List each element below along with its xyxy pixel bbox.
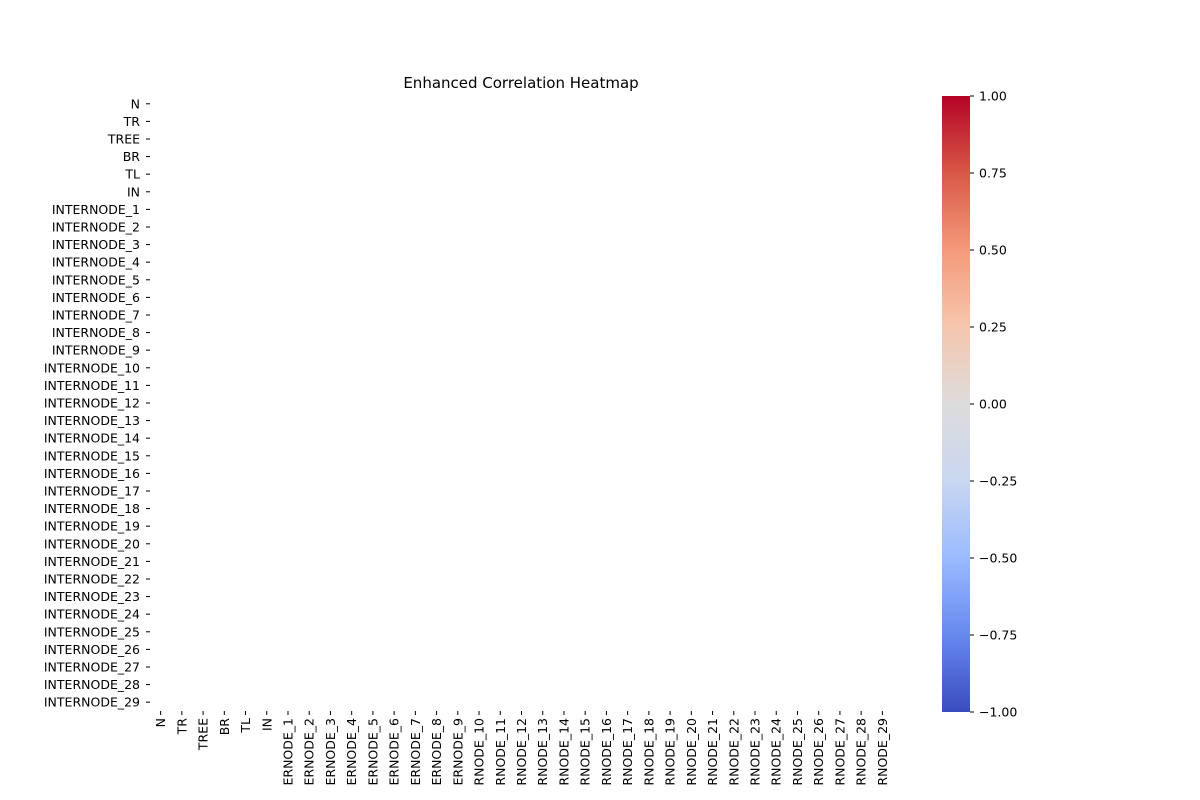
column-label: RNODE_21 <box>705 718 720 786</box>
row-label: INTERNODE_10 <box>44 360 140 375</box>
row-label: INTERNODE_26 <box>44 642 140 657</box>
row-label: INTERNODE_2 <box>52 220 140 235</box>
row-label: TL <box>124 167 140 182</box>
column-label: RNODE_17 <box>620 718 635 786</box>
column-label: RNODE_24 <box>769 718 784 786</box>
colorbar-tick-label: 0.75 <box>979 166 1007 181</box>
column-label: RNODE_15 <box>578 718 593 786</box>
column-label: RNODE_23 <box>748 718 763 786</box>
column-label: RNODE_18 <box>641 718 656 786</box>
column-label: RNODE_10 <box>472 718 487 786</box>
row-label: INTERNODE_22 <box>44 572 140 587</box>
colorbar-tick-label: 0.00 <box>979 397 1007 412</box>
column-labels: N TR TREE BR TL IN ERNODE_1 ERNODE_2 ERNODE_3 ERN… <box>153 711 890 786</box>
row-label: INTERNODE_5 <box>52 272 140 287</box>
column-label: IN <box>259 718 274 731</box>
row-label: INTERNODE_13 <box>44 413 140 428</box>
column-label: ERNODE_3 <box>323 718 338 786</box>
row-labels: N TR TREE BR TL IN INTERNODE_1 INTERNODE_2 INTER… <box>44 96 150 710</box>
colorbar-tick-label: −0.75 <box>979 628 1017 643</box>
column-label: ERNODE_2 <box>302 718 317 786</box>
row-label: INTERNODE_21 <box>44 554 140 569</box>
column-label: RNODE_25 <box>790 718 805 786</box>
column-label: ERNODE_4 <box>344 718 359 786</box>
row-label: INTERNODE_29 <box>44 695 140 710</box>
column-label: BR <box>217 718 232 736</box>
row-label: BR <box>123 149 141 164</box>
colorbar-tick-label: −0.50 <box>979 551 1017 566</box>
row-label: N <box>131 96 140 111</box>
column-label: RNODE_22 <box>726 718 741 786</box>
colorbar-gradient <box>942 96 970 712</box>
column-label: TL <box>238 718 253 734</box>
row-label: INTERNODE_28 <box>44 677 140 692</box>
row-label: INTERNODE_27 <box>44 660 140 675</box>
row-label: INTERNODE_1 <box>52 202 140 217</box>
row-label: IN <box>127 184 140 199</box>
row-label: INTERNODE_9 <box>52 343 140 358</box>
column-label: RNODE_16 <box>599 718 614 786</box>
column-label: RNODE_12 <box>514 718 529 786</box>
row-label: INTERNODE_25 <box>44 624 140 639</box>
row-label: INTERNODE_3 <box>52 237 140 252</box>
row-label: INTERNODE_16 <box>44 466 140 481</box>
colorbar-tick-label: 0.50 <box>979 243 1007 258</box>
row-label: INTERNODE_12 <box>44 396 140 411</box>
column-label: RNODE_13 <box>535 718 550 786</box>
column-label: TR <box>174 718 189 736</box>
column-label: RNODE_20 <box>684 718 699 786</box>
column-label: ERNODE_8 <box>429 718 444 786</box>
row-label: INTERNODE_6 <box>52 290 140 305</box>
row-label: INTERNODE_18 <box>44 501 140 516</box>
row-label: INTERNODE_8 <box>52 325 140 340</box>
column-label: ERNODE_5 <box>365 718 380 786</box>
column-label: RNODE_26 <box>811 718 826 786</box>
row-label: INTERNODE_20 <box>44 536 140 551</box>
column-label: RNODE_27 <box>832 718 847 786</box>
column-label: ERNODE_7 <box>408 718 423 786</box>
column-label: RNODE_29 <box>875 718 890 786</box>
chart-title: Enhanced Correlation Heatmap <box>403 74 638 92</box>
column-label: RNODE_14 <box>556 718 571 786</box>
colorbar-ticks: 1.00 0.75 0.50 0.25 0.00 −0.25 −0.50 −0.75 −1.00 <box>970 89 1017 720</box>
row-label: INTERNODE_4 <box>52 255 140 270</box>
row-label: TREE <box>107 132 140 147</box>
colorbar: 1.00 0.75 0.50 0.25 0.00 −0.25 −0.50 −0.75 −1.00 <box>942 89 1017 720</box>
column-label: ERNODE_9 <box>450 718 465 786</box>
row-label: INTERNODE_23 <box>44 589 140 604</box>
row-label: INTERNODE_7 <box>52 308 140 323</box>
colorbar-tick-label: −0.25 <box>979 474 1017 489</box>
column-label: RNODE_11 <box>493 718 508 786</box>
row-label: INTERNODE_14 <box>44 431 140 446</box>
row-label: TR <box>123 114 141 129</box>
row-label: INTERNODE_24 <box>44 607 140 622</box>
row-label: INTERNODE_15 <box>44 448 140 463</box>
column-label: ERNODE_6 <box>387 718 402 786</box>
row-label: INTERNODE_17 <box>44 484 140 499</box>
column-label: RNODE_19 <box>663 718 678 786</box>
row-label: INTERNODE_11 <box>44 378 140 393</box>
colorbar-tick-label: −1.00 <box>979 705 1017 720</box>
column-label: TREE <box>196 718 211 751</box>
colorbar-tick-label: 1.00 <box>979 89 1007 104</box>
row-label: INTERNODE_19 <box>44 519 140 534</box>
colorbar-tick-label: 0.25 <box>979 320 1007 335</box>
column-label: ERNODE_1 <box>280 718 295 786</box>
column-label: RNODE_28 <box>854 718 869 786</box>
column-label: N <box>153 718 168 727</box>
